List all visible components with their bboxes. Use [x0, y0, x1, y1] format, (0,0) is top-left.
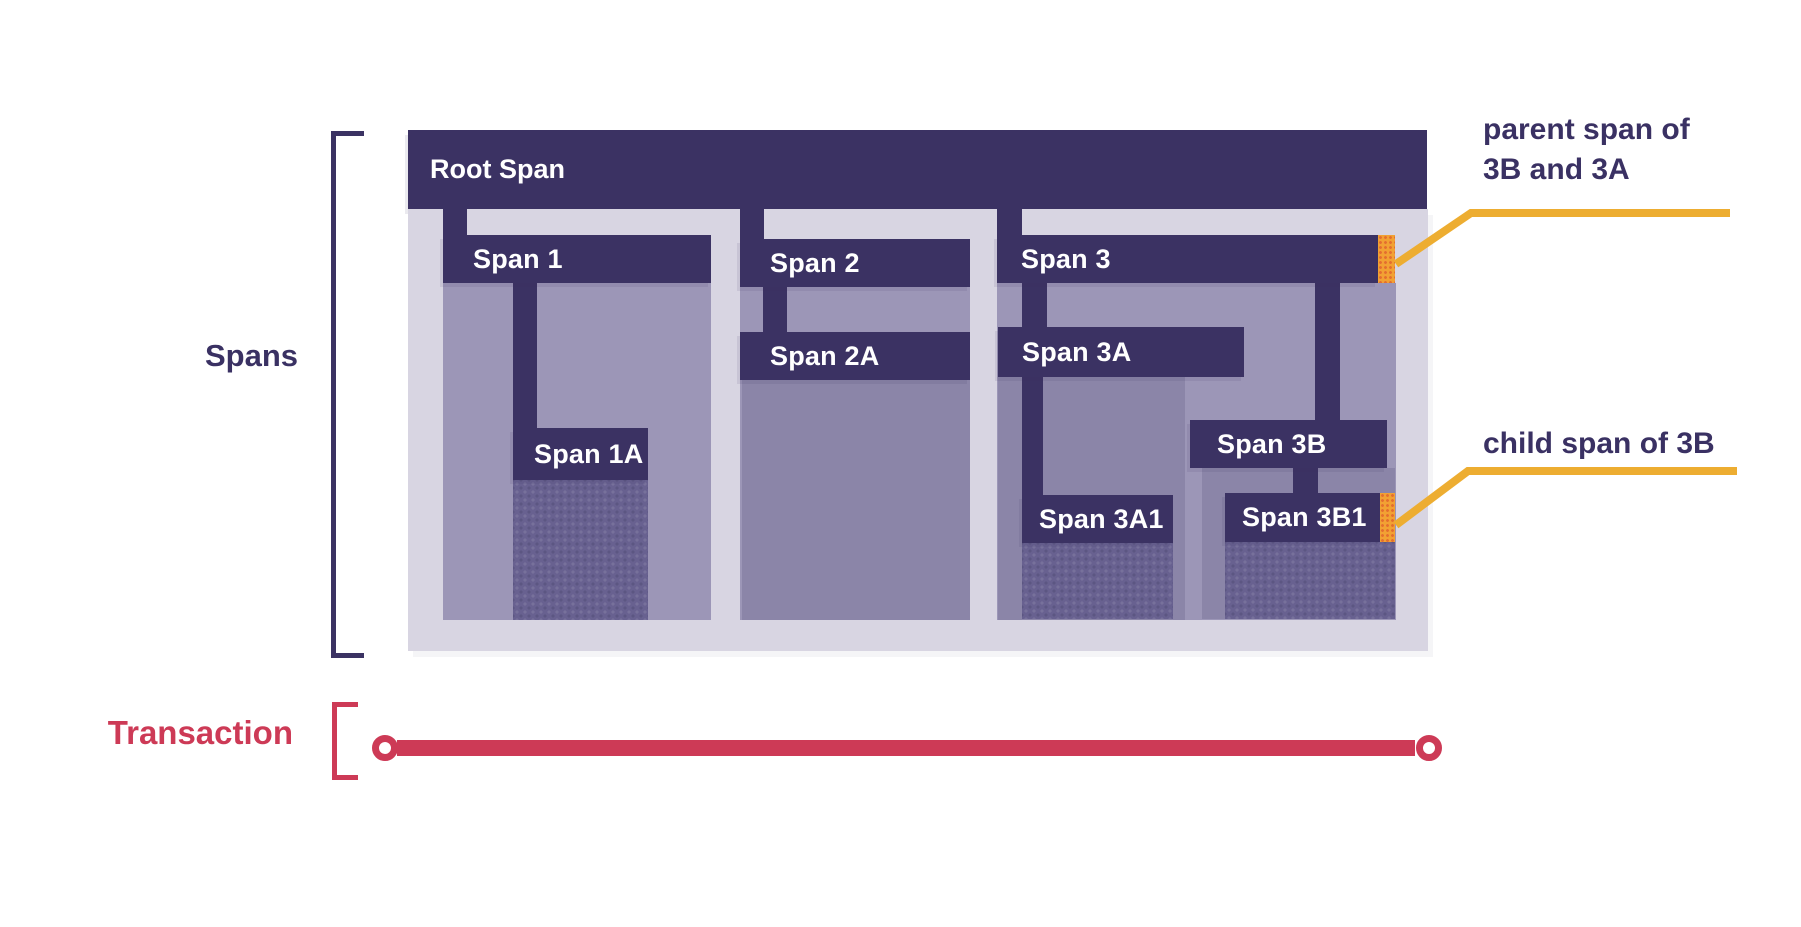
root-span-label: Root Span — [430, 154, 565, 184]
connector-span3a-to-span3a1 — [1022, 377, 1043, 499]
span3a1-duration-body — [1022, 543, 1173, 619]
span1-bar: Span 1 — [443, 235, 711, 283]
child-span-callout-line — [1393, 467, 1737, 529]
connector-span3-to-span3a — [1022, 283, 1047, 332]
connector-root-to-span3 — [997, 209, 1022, 240]
span3-label: Span 3 — [1021, 243, 1111, 274]
span1a-bar: Span 1A — [513, 428, 648, 480]
span3b1-bar: Span 3B1 — [1225, 493, 1380, 542]
span3a1-label: Span 3A1 — [1039, 503, 1164, 534]
parent-span-annotation-line2: 3B and 3A — [1483, 153, 1630, 186]
connector-root-to-span1 — [443, 209, 467, 240]
span3a1-bar: Span 3A1 — [1022, 495, 1173, 543]
span2-bar: Span 2 — [740, 239, 970, 287]
span3b-label: Span 3B — [1217, 428, 1327, 459]
spans-bracket-bottom-foot — [331, 653, 364, 658]
span3a-label: Span 3A — [1022, 336, 1132, 367]
connector-root-to-span2 — [740, 209, 764, 244]
span2a-bar: Span 2A — [740, 332, 970, 380]
parent-span-annotation: parent span of 3B and 3A — [1483, 110, 1690, 190]
root-span-bar: Root Span — [408, 130, 1427, 209]
span3b-bar: Span 3B — [1190, 420, 1387, 468]
transaction-timeline — [397, 740, 1415, 756]
connector-span1-to-span1a — [513, 283, 537, 433]
spans-label: Spans — [204, 338, 298, 373]
span2a-duration-body — [742, 380, 970, 620]
connector-span3b-to-span3b1 — [1293, 468, 1318, 496]
spans-bracket-vertical — [331, 131, 336, 658]
transaction-bracket-vertical — [332, 702, 337, 780]
transaction-end-circle — [1416, 735, 1442, 761]
span1a-label: Span 1A — [534, 438, 644, 469]
span1-label: Span 1 — [473, 243, 563, 274]
transaction-bracket-top-foot — [332, 702, 358, 707]
spans-bracket-top-foot — [331, 131, 364, 136]
transaction-label: Transaction — [107, 714, 293, 751]
child-span-annotation: child span of 3B — [1483, 424, 1715, 464]
span3-bar: Span 3 — [997, 235, 1378, 283]
connector-span2-to-span2a — [763, 287, 787, 337]
span2-label: Span 2 — [770, 247, 860, 278]
span3b1-highlight-marker — [1380, 493, 1395, 542]
connector-span3-to-span3b — [1315, 283, 1340, 423]
span1a-duration-body — [513, 480, 648, 620]
parent-span-callout-line — [1393, 209, 1730, 268]
span3-highlight-marker — [1378, 235, 1395, 283]
transaction-bracket-bottom-foot — [332, 775, 358, 780]
span3b1-duration-body — [1225, 542, 1395, 619]
parent-span-annotation-line1: parent span of — [1483, 113, 1690, 146]
child-span-annotation-line1: child span of 3B — [1483, 427, 1715, 460]
span3b1-label: Span 3B1 — [1242, 502, 1367, 532]
transaction-start-circle — [372, 735, 398, 761]
span2a-label: Span 2A — [770, 340, 880, 371]
span3a-bar: Span 3A — [998, 327, 1244, 377]
